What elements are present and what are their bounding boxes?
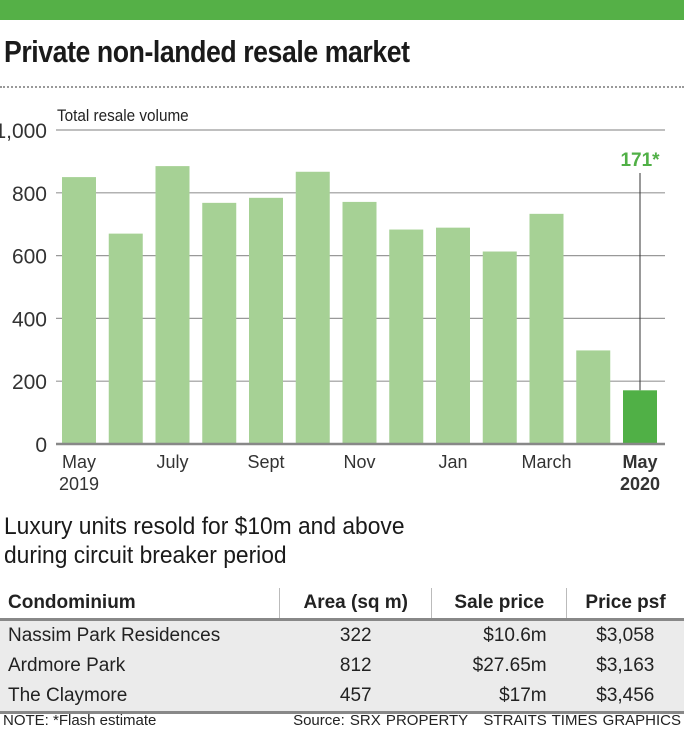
x-tick-label: July bbox=[156, 452, 188, 472]
cell-price-psf: $3,163 bbox=[596, 655, 655, 676]
table-row: Nassim Park Residences 322 $10.6m $3,058 bbox=[0, 619, 684, 651]
y-tick-label: 0 bbox=[35, 434, 47, 457]
table-header-row: Condominium Area (sq m) Sale price Price… bbox=[0, 588, 684, 621]
y-tick-label: 400 bbox=[12, 308, 47, 331]
x-tick-label: Jan bbox=[438, 452, 467, 472]
bar-aug-2019 bbox=[202, 202, 237, 444]
y-tick-label: 600 bbox=[12, 246, 47, 269]
col-header-area: Area (sq m) bbox=[279, 588, 433, 621]
cell-area: 322 bbox=[339, 625, 372, 646]
x-tick-label-year: 2019 bbox=[59, 474, 99, 494]
col-header-sale-price: Sale price bbox=[431, 588, 568, 621]
bar-dec-2019 bbox=[389, 229, 424, 444]
annotation-label: 171* bbox=[620, 150, 660, 171]
x-tick-label-year: 2020 bbox=[620, 474, 660, 494]
cell-sale-price: $27.65m bbox=[472, 655, 547, 676]
x-tick-label: Sept bbox=[247, 452, 284, 472]
table-row: Ardmore Park 812 $27.65m $3,163 bbox=[0, 651, 684, 681]
x-tick-label: March bbox=[521, 452, 571, 472]
cell-price-psf: $3,058 bbox=[596, 625, 655, 646]
table-title-line: Luxury units resold for $10m and above bbox=[4, 513, 405, 540]
bar-jan-2020 bbox=[436, 227, 470, 444]
page-title: Private non-landed resale market bbox=[4, 34, 410, 69]
cell-condominium: Ardmore Park bbox=[8, 655, 126, 676]
bar-chart: Total resale volume 0 200 400 600 800 1,000 171… bbox=[0, 106, 665, 494]
bar-may-2020 bbox=[623, 390, 657, 444]
bar-oct-2019 bbox=[295, 171, 330, 444]
cell-area: 457 bbox=[279, 681, 432, 714]
table-title-line: during circuit breaker period bbox=[4, 542, 287, 569]
footnote: NOTE: *Flash estimate bbox=[3, 712, 157, 729]
bar-nov-2019 bbox=[342, 201, 377, 444]
cell-condominium: Nassim Park Residences bbox=[8, 625, 221, 646]
source-credit: Source: SRX PROPERTY STRAITS TIMES GRAPH… bbox=[293, 712, 681, 729]
x-tick-label: Nov bbox=[343, 452, 375, 472]
x-tick-label: May bbox=[62, 452, 96, 472]
luxury-units-table: Condominium Area (sq m) Sale price Price… bbox=[0, 588, 684, 714]
bar-mar-2020 bbox=[529, 213, 564, 444]
y-tick-label: 800 bbox=[12, 183, 47, 206]
cell-condominium: The Claymore bbox=[0, 681, 280, 714]
bar-jun-2019 bbox=[108, 233, 143, 444]
bar-apr-2020 bbox=[576, 350, 611, 444]
bar-may-2019 bbox=[62, 177, 96, 444]
y-tick-label: 200 bbox=[12, 371, 47, 394]
cell-area: 812 bbox=[339, 655, 372, 676]
y-axis-label: Total resale volume bbox=[57, 106, 189, 125]
bar-jul-2019 bbox=[155, 166, 190, 445]
bar-sep-2019 bbox=[249, 197, 283, 444]
table-title: Luxury units resold for $10m and above d… bbox=[4, 512, 405, 570]
col-header-condominium: Condominium bbox=[0, 588, 280, 621]
col-header-price-psf: Price psf bbox=[566, 588, 684, 621]
cell-sale-price: $10.6m bbox=[483, 625, 547, 646]
x-tick-label: May bbox=[622, 452, 657, 472]
cell-sale-price: $17m bbox=[431, 681, 567, 714]
bar-feb-2020 bbox=[482, 251, 517, 444]
table-row: The Claymore 457 $17m $3,456 bbox=[0, 681, 684, 714]
divider bbox=[0, 86, 684, 88]
cell-price-psf: $3,456 bbox=[566, 681, 684, 714]
y-tick-label: 1,000 bbox=[0, 120, 47, 143]
top-accent-bar bbox=[0, 0, 684, 20]
